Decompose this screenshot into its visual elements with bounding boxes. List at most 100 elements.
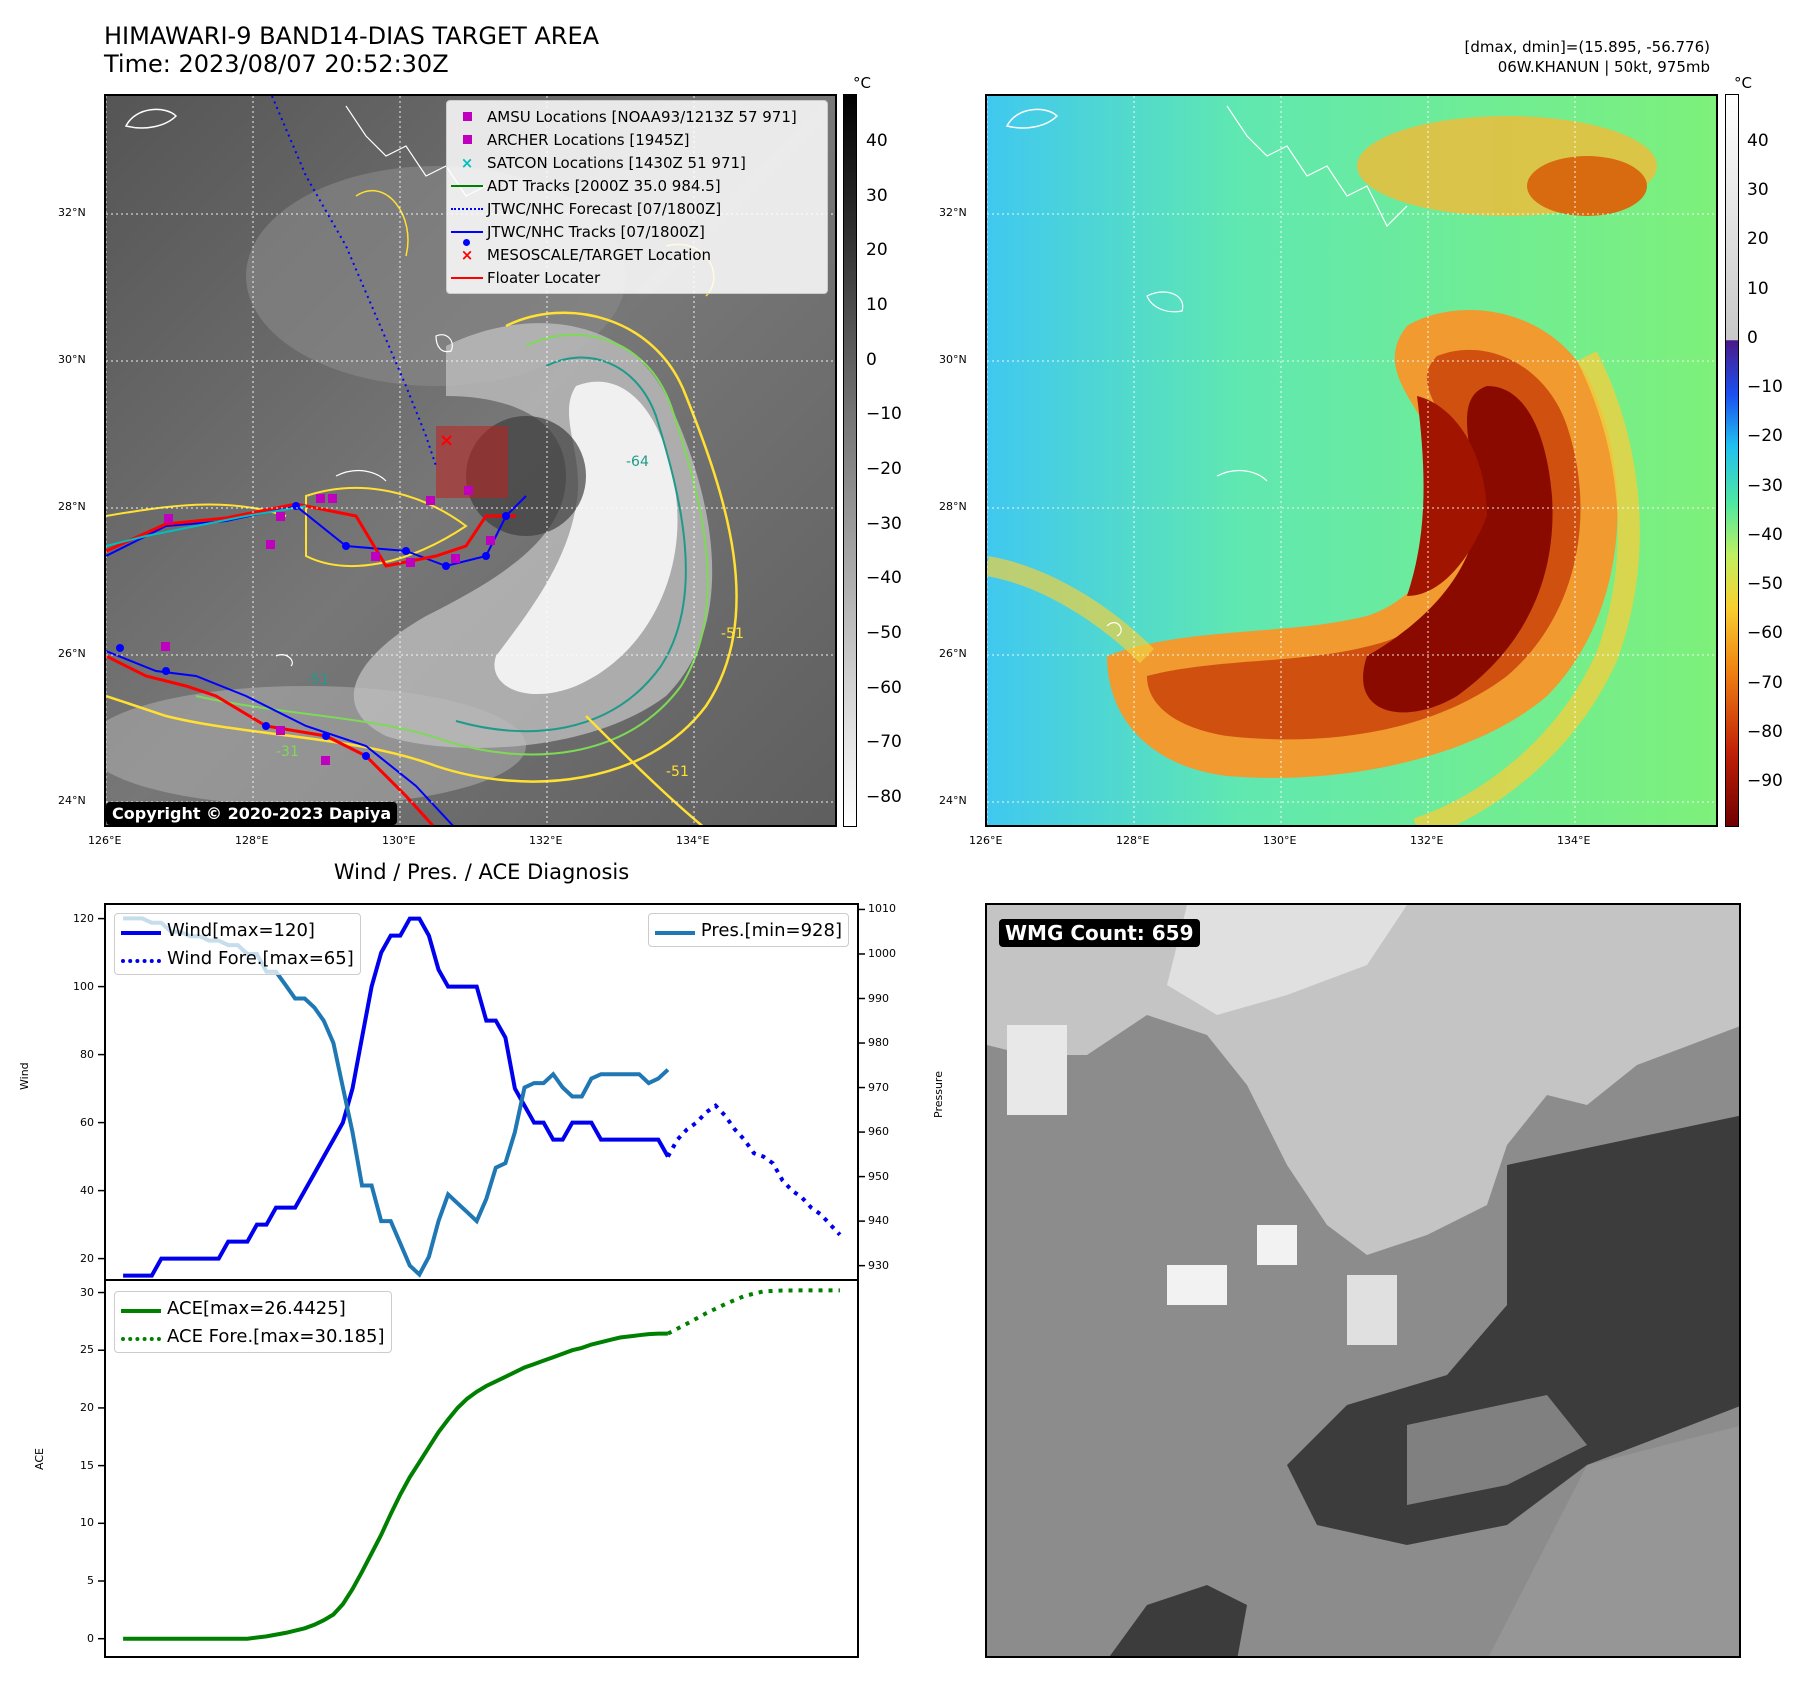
- tick-label: 980: [868, 1036, 889, 1050]
- tick-label: 80: [80, 1047, 94, 1061]
- legend-label: AMSU Locations [NOAA93/1213Z 57 971]: [487, 107, 797, 126]
- dotted-line-icon: [447, 207, 487, 210]
- colorbar-tick-label: 10: [1747, 278, 1769, 299]
- ir-colorbar: [843, 94, 857, 827]
- legend-item-wind-fore: Wind Fore.[max=65]: [121, 944, 354, 972]
- colorbar-tick-label: −60: [866, 677, 902, 698]
- solid-line-icon: [654, 921, 701, 939]
- colorbar-tick-label: −80: [1747, 722, 1783, 742]
- lon-label: 132°E: [1410, 834, 1444, 847]
- square-marker-icon: [447, 112, 487, 121]
- enhanced-colorbar-ticks: 40 30 20 10 0 −10 −20 −30 −40 −50 −60 −70 −80 −90: [1747, 94, 1791, 827]
- x-marker-icon: ×: [460, 245, 474, 264]
- tick-label: 60: [80, 1115, 94, 1129]
- colorbar-tick-label: 20: [866, 240, 888, 261]
- ace-series-line: [123, 1331, 668, 1641]
- diag-chart-svg: [98, 903, 865, 1658]
- legend-label: Wind Fore.[max=65]: [167, 947, 354, 969]
- tick-label: 5: [87, 1574, 94, 1587]
- line-dot-icon: [447, 230, 487, 246]
- square-marker-icon: [447, 135, 487, 144]
- solid-line-icon: [121, 921, 167, 939]
- wind-legend: Wind[max=120] Wind Fore.[max=65]: [114, 913, 361, 975]
- colorbar-tick-label: 30: [866, 185, 888, 206]
- enhanced-map-panel: [985, 94, 1718, 827]
- legend-item-tracks: JTWC/NHC Tracks [07/1800Z]: [447, 220, 827, 246]
- pres-legend: Pres.[min=928]: [647, 913, 849, 947]
- lon-label: 126°E: [969, 834, 1003, 847]
- legend-item-satcon: × SATCON Locations [1430Z 51 971]: [447, 151, 827, 174]
- lon-label: 134°E: [676, 834, 710, 847]
- tick-label: 30: [80, 1285, 94, 1299]
- lat-label: 24°N: [58, 794, 86, 807]
- lat-label: 30°N: [939, 353, 967, 366]
- lat-label: 32°N: [58, 206, 86, 219]
- legend-label: JTWC/NHC Forecast [07/1800Z]: [487, 199, 722, 218]
- ace-forecast-series-line: [666, 1288, 840, 1336]
- wmg-canvas: [987, 905, 1739, 1656]
- colorbar-tick-label: −30: [1747, 475, 1783, 496]
- lon-label: 128°E: [1116, 834, 1150, 847]
- colorbar-tick-label: −10: [1747, 377, 1783, 398]
- colorbar-tick-label: −20: [1747, 426, 1783, 447]
- colorbar-tick-label: −70: [866, 732, 902, 753]
- lat-label: 24°N: [939, 794, 967, 807]
- lon-label: 134°E: [1557, 834, 1591, 847]
- colorbar-tick-label: −40: [866, 568, 902, 589]
- colorbar-tick-label: −30: [866, 513, 902, 534]
- colorbar-tick-label: −80: [866, 787, 902, 808]
- legend-item-amsu: AMSU Locations [NOAA93/1213Z 57 971]: [447, 105, 827, 128]
- diag-chart-area: Wind[max=120] Wind Fore.[max=65] Pres.[m…: [98, 903, 865, 1658]
- contour-label: -51: [721, 626, 744, 642]
- tick-label: 930: [868, 1258, 889, 1272]
- contour-label: -64: [626, 454, 649, 470]
- dotted-line-icon: [121, 1327, 167, 1345]
- enhanced-colorbar: [1725, 94, 1739, 827]
- wmg-count-badge: WMG Count: 659: [999, 919, 1200, 947]
- colorbar-tick-label: 30: [1747, 180, 1769, 201]
- legend-label: JTWC/NHC Tracks [07/1800Z]: [487, 222, 705, 241]
- lat-label: 30°N: [58, 353, 86, 366]
- wind-axis-label: Wind: [18, 1062, 31, 1090]
- tick-label: 940: [868, 1214, 889, 1228]
- ir-colorbar-ticks: 40 30 20 10 0 −10 −20 −30 −40 −50 −60 −70 −80: [866, 94, 906, 827]
- tick-label: 20: [80, 1400, 94, 1414]
- line-icon: [447, 184, 487, 187]
- enh-colorbar-unit: °C: [1734, 74, 1752, 92]
- tick-label: 40: [80, 1183, 94, 1197]
- wind-series-line: [123, 916, 670, 1278]
- contour-label: -51: [306, 672, 329, 688]
- tick-label: 15: [80, 1458, 94, 1472]
- legend-label: ACE[max=26.4425]: [167, 1297, 346, 1319]
- tick-label: 10: [80, 1516, 94, 1530]
- tick-label: 970: [868, 1080, 889, 1094]
- tick-label: 1010: [868, 902, 896, 916]
- legend-item-forecast: JTWC/NHC Forecast [07/1800Z]: [447, 197, 827, 220]
- colorbar-tick-label: 20: [1747, 229, 1769, 250]
- legend-label: MESOSCALE/TARGET Location: [487, 245, 712, 264]
- tick-label: 120: [73, 911, 94, 925]
- lon-label: 130°E: [1263, 834, 1297, 847]
- floater-track-line: [106, 502, 516, 568]
- legend-item-adt: ADT Tracks [2000Z 35.0 984.5]: [447, 174, 827, 197]
- colorbar-tick-label: −50: [1747, 574, 1783, 595]
- lat-label: 26°N: [939, 647, 967, 660]
- jtwc-forecast-line: [271, 96, 437, 467]
- legend-label: ARCHER Locations [1945Z]: [487, 130, 690, 149]
- ir-map-panel: -64 -51 -31 -51 -51: [104, 94, 837, 827]
- legend-item-target: × MESOSCALE/TARGET Location: [447, 243, 827, 266]
- ir-map-legend: AMSU Locations [NOAA93/1213Z 57 971] ARC…: [446, 100, 828, 294]
- colorbar-tick-label: 40: [866, 130, 888, 151]
- tick-label: 0: [87, 1631, 94, 1645]
- lon-label: 128°E: [235, 834, 269, 847]
- colorbar-tick-label: 40: [1747, 130, 1769, 151]
- page-subtitle-time: Time: 2023/08/07 20:52:30Z: [104, 50, 449, 78]
- lat-label: 28°N: [939, 500, 967, 513]
- colorbar-tick-label: −20: [866, 459, 902, 479]
- tick-label: 25: [80, 1343, 94, 1357]
- lat-label: 32°N: [939, 206, 967, 219]
- tick-label: 1000: [868, 946, 896, 960]
- enhanced-map-canvas: [987, 96, 1716, 825]
- tick-label: 20: [80, 1251, 94, 1265]
- legend-item-pres: Pres.[min=928]: [654, 916, 842, 944]
